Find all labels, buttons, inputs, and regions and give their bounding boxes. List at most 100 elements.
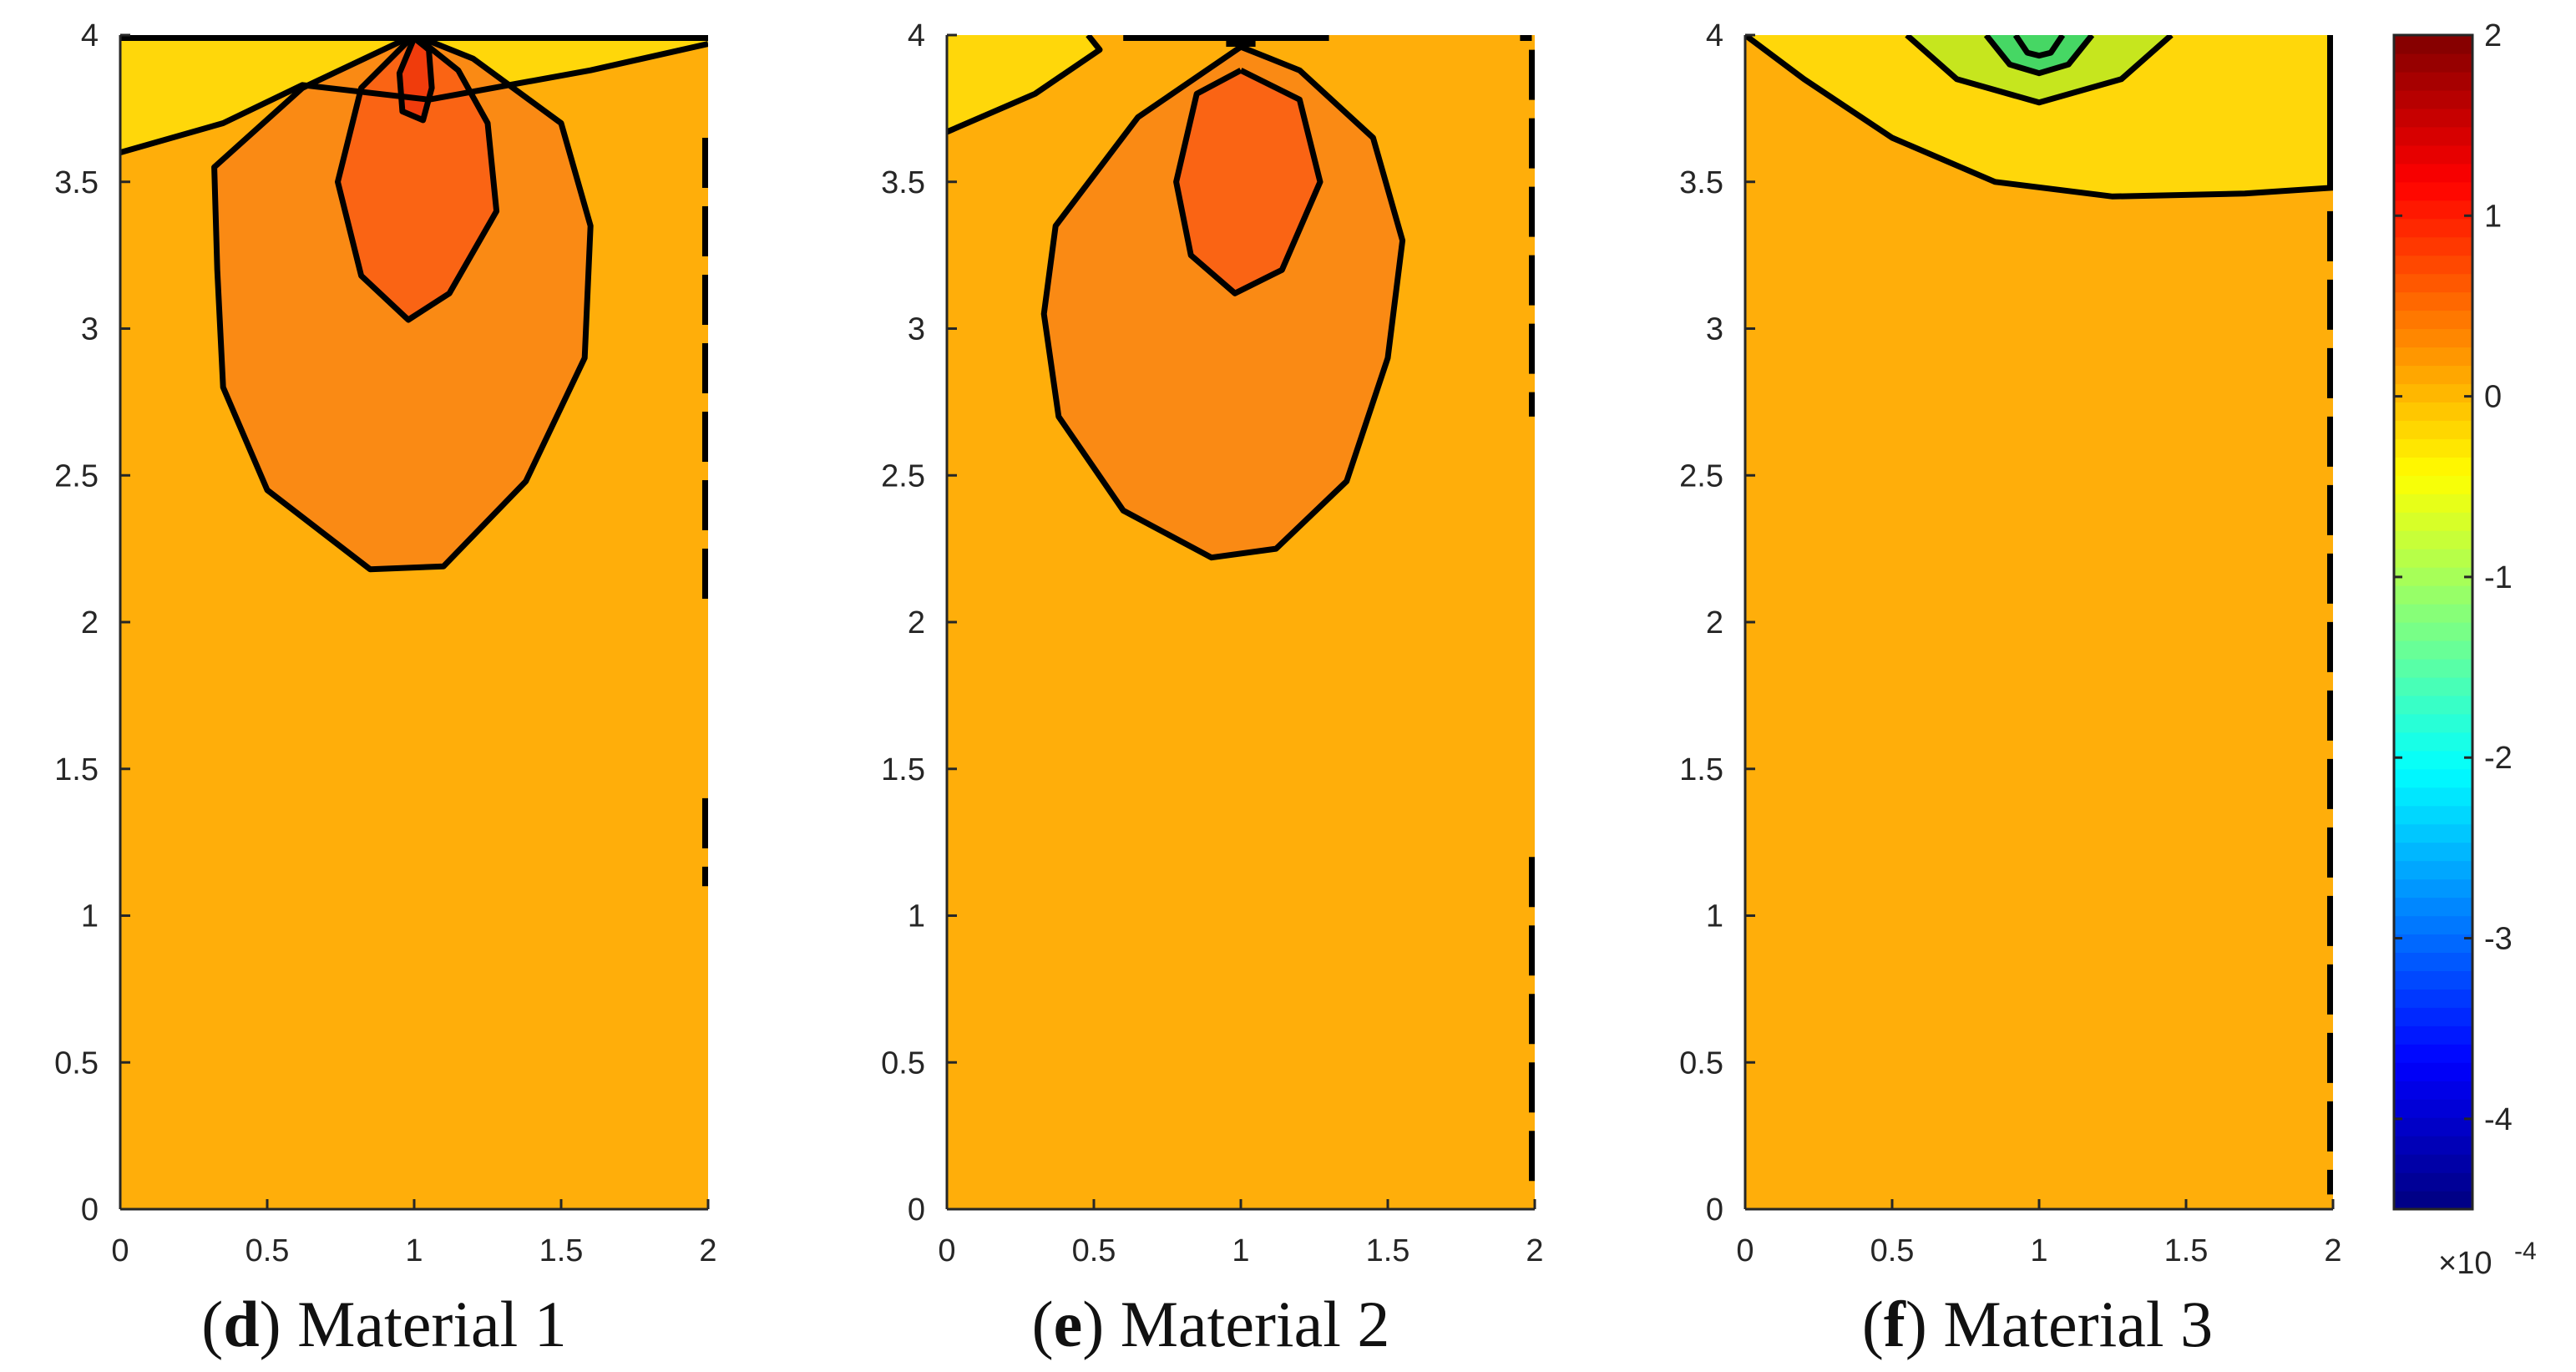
panel-caption: (d) Material 1 <box>201 1288 567 1360</box>
y-tick-label: 4 <box>81 18 99 53</box>
colorbar-band <box>2394 126 2472 146</box>
contour-line <box>120 41 708 155</box>
caption-close-paren: ) <box>1082 1288 1120 1360</box>
caption-letter: e <box>1054 1288 1083 1360</box>
y-tick-label: 2 <box>908 605 925 640</box>
colorbar-band <box>2394 1081 2472 1100</box>
colorbar-band <box>2394 1099 2472 1118</box>
colorbar-band <box>2394 878 2472 899</box>
colorbar-band <box>2394 1117 2472 1137</box>
colorbar-band <box>2394 420 2472 439</box>
colorbar-band <box>2394 676 2472 696</box>
y-tick-label: 1.5 <box>881 752 925 787</box>
caption-close-paren: ) <box>260 1288 297 1360</box>
colorbar-band <box>2394 181 2472 201</box>
y-tick-label: 1 <box>81 899 99 934</box>
colorbar-band <box>2394 732 2472 752</box>
caption-open-paren: ( <box>201 1288 223 1360</box>
contour-line <box>211 35 594 573</box>
colorbar-band <box>2394 842 2472 862</box>
colorbar-band <box>2394 640 2472 660</box>
colorbar-band <box>2394 549 2472 568</box>
x-tick-label: 0.5 <box>245 1233 290 1268</box>
contour-line <box>947 35 1103 135</box>
plot-area <box>947 35 1535 1209</box>
caption-open-paren: ( <box>1862 1288 1884 1360</box>
y-tick-label: 0 <box>1706 1192 1723 1228</box>
colorbar-band <box>2394 291 2472 311</box>
x-tick-label: 1.5 <box>539 1233 584 1268</box>
colorbar-band <box>2394 218 2472 238</box>
y-tick-label: 2.5 <box>881 458 925 494</box>
colorbar-gradient <box>2394 35 2472 1210</box>
colorbar-band <box>2394 310 2472 330</box>
y-tick-label: 0.5 <box>54 1045 99 1081</box>
colorbar-band <box>2394 1007 2472 1026</box>
colorbar-band <box>2394 530 2472 549</box>
colorbar-band <box>2394 915 2472 935</box>
colorbar-band <box>2394 457 2472 476</box>
colorbar-band <box>2394 787 2472 807</box>
colorbar-exponent-power: -4 <box>2514 1238 2537 1265</box>
y-tick-label: 3.5 <box>1679 165 1723 200</box>
colorbar-band <box>2394 1172 2472 1192</box>
x-tick-label: 0 <box>938 1233 955 1268</box>
colorbar-band <box>2394 200 2472 220</box>
colorbar-band <box>2394 952 2472 972</box>
colorbar-band <box>2394 1044 2472 1063</box>
colorbar-band <box>2394 860 2472 880</box>
contour-line <box>1983 35 2095 77</box>
inner-contour-region <box>1176 70 1320 294</box>
colorbar-band <box>2394 567 2472 586</box>
x-tick-label: 1 <box>2030 1233 2047 1268</box>
inner-contour-region <box>337 35 497 320</box>
panel-material-3: 0 0.5 1 1.5 2 0 0.5 1 1.5 2 2.5 3 3.5 4 (f) Material 3 <box>1679 18 2341 1360</box>
colorbar-band <box>2394 163 2472 183</box>
background-level-region <box>1745 35 2333 1209</box>
colorbar-band <box>2394 805 2472 825</box>
colorbar-tick-label: -1 <box>2484 560 2513 595</box>
colorbar-band <box>2394 1136 2472 1155</box>
colorbar-tick-label: 1 <box>2484 199 2502 234</box>
colorbar-band <box>2394 35 2472 54</box>
y-tick-label: 3 <box>908 312 925 347</box>
plot-area <box>120 35 708 1209</box>
colorbar-band <box>2394 236 2472 256</box>
colorbar-tick-label: 0 <box>2484 380 2502 415</box>
panel-caption: (e) Material 2 <box>1032 1288 1390 1360</box>
y-tick-label: 4 <box>908 18 925 53</box>
low-near-surface-region <box>1745 35 2333 197</box>
x-tick-label: 0 <box>111 1233 129 1268</box>
x-tick-label: 1.5 <box>1366 1233 1410 1268</box>
y-tick-label: 1 <box>1706 899 1723 934</box>
colorbar-tick-label: -2 <box>2484 741 2513 776</box>
plot-area <box>1745 35 2333 1209</box>
colorbar-band <box>2394 585 2472 605</box>
colorbar-band <box>2394 475 2472 494</box>
colorbar-band <box>2394 713 2472 733</box>
caption-close-paren: ) <box>1905 1288 1943 1360</box>
contour-line <box>1173 68 1323 296</box>
contour-line <box>1745 35 2333 200</box>
colorbar-band <box>2394 658 2472 678</box>
colorbar-band <box>2394 347 2472 367</box>
colorbar-band <box>2394 383 2472 402</box>
y-tick-label: 0 <box>81 1192 99 1228</box>
colorbar-band <box>2394 438 2472 458</box>
colorbar-band <box>2394 89 2472 109</box>
colorbar-band <box>2394 53 2472 73</box>
caption-material-name: Material 2 <box>1121 1288 1390 1360</box>
caption-letter: f <box>1884 1288 1906 1360</box>
y-tick-label: 2.5 <box>54 458 99 494</box>
y-tick-label: 3 <box>81 312 99 347</box>
panel-material-2: 0 0.5 1 1.5 2 0 0.5 1 1.5 2 2.5 3 3.5 4 (e) Material 2 <box>881 18 1543 1360</box>
colorbar-band <box>2394 604 2472 623</box>
y-tick-label: 2 <box>1706 605 1723 640</box>
x-tick-label: 0.5 <box>1072 1233 1116 1268</box>
colorbar-band <box>2394 108 2472 128</box>
x-tick-label: 1 <box>1232 1233 1249 1268</box>
colorbar-band <box>2394 695 2472 715</box>
y-tick-label: 1.5 <box>54 752 99 787</box>
colorbar-band <box>2394 823 2472 843</box>
y-tick-label: 3 <box>1706 312 1723 347</box>
